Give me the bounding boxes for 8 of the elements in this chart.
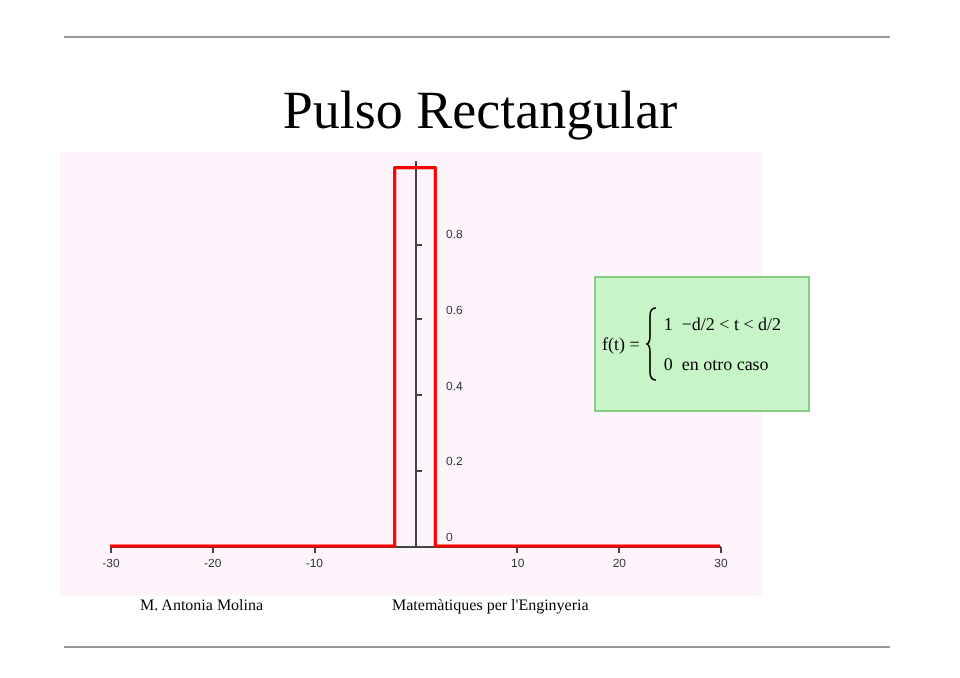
chart-title: Pulso Rectangular	[280, 80, 680, 142]
annotation: 0	[663, 354, 673, 374]
text: M. Antonia Molina	[140, 596, 264, 614]
annotation: 1	[663, 314, 673, 334]
annotation: −d/2 < t < d/2	[681, 314, 782, 334]
annotation: en otro caso	[681, 354, 769, 374]
text: Matemàtiques per l'Enginyeria	[392, 596, 589, 614]
annotation: f(t) =	[602, 334, 640, 354]
